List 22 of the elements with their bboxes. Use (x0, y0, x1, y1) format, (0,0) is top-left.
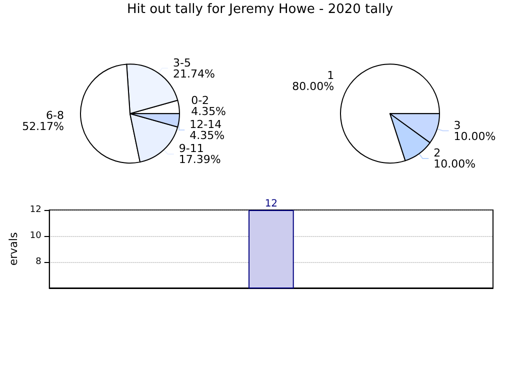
slice-label: 3 (454, 118, 461, 132)
slice-label: 6-8 (46, 109, 64, 122)
data-label: 10.00% (434, 158, 476, 170)
data-label: 4.35% (191, 105, 226, 118)
data-label: 80.00% (292, 80, 334, 93)
data-label: 21.74% (173, 67, 215, 80)
slice-label: 12-14 (190, 118, 222, 132)
slice-label: 1 (327, 68, 334, 82)
y-axis-title: ervals (7, 232, 20, 266)
data-label: 17.39% (178, 153, 221, 166)
slice-label: 0-2 (191, 94, 210, 108)
y-tick-label: 10 (30, 231, 42, 241)
slice-label: 9-11 (178, 142, 204, 156)
text: Hit out tally for Jeremy Howe - 2020 tally (126, 2, 394, 17)
data-label: 12 (264, 198, 278, 210)
y-tick-label: 12 (30, 205, 42, 215)
y-tick-label: 8 (36, 257, 42, 267)
data-label: 4.35% (190, 129, 225, 142)
slice-label: 3-5 (173, 56, 191, 70)
data-label: 10.00% (454, 130, 496, 143)
slice-label: 2 (434, 146, 441, 160)
data-label: 52.17% (22, 120, 64, 134)
